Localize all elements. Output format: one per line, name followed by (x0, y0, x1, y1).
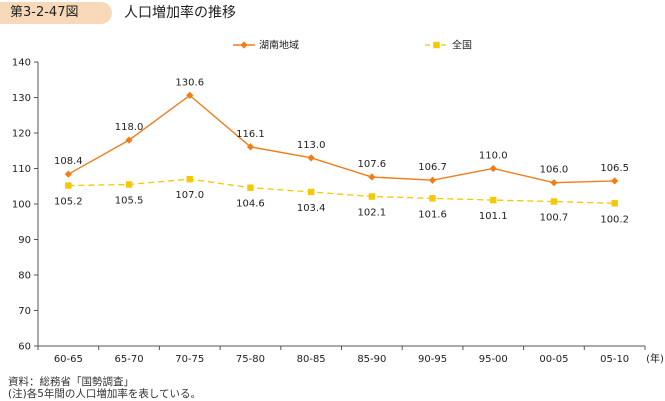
data-label-national: 101.6 (418, 209, 447, 220)
legend-label-konan: 湖南地域 (259, 39, 299, 52)
x-axis-unit: (年) (646, 352, 664, 365)
y-tick-label: 90 (18, 235, 31, 246)
data-label-konan: 116.1 (236, 129, 265, 140)
y-tick-label: 70 (18, 306, 31, 317)
data-point-national (550, 198, 558, 205)
data-label-konan: 107.6 (358, 159, 387, 170)
y-tick-label: 110 (12, 164, 31, 175)
data-label-national: 101.1 (479, 211, 508, 222)
data-label-konan: 106.0 (540, 165, 569, 176)
data-point-national (247, 184, 254, 191)
legend-label-national: 全国 (452, 39, 472, 52)
data-label-konan: 130.6 (175, 77, 204, 88)
data-label-konan: 106.7 (418, 162, 447, 173)
data-point-konan (307, 154, 315, 162)
x-tick-label: 85-90 (357, 354, 386, 365)
data-point-konan (489, 164, 497, 173)
x-tick-label: 90-95 (418, 354, 447, 365)
data-label-konan: 106.5 (600, 163, 629, 174)
series-line-konan (68, 94, 615, 184)
data-point-konan (64, 170, 72, 178)
data-point-konan (428, 176, 437, 184)
data-label-konan: 110.0 (479, 151, 508, 162)
data-point-national (125, 181, 133, 188)
y-tick-label: 80 (18, 271, 31, 282)
data-label-national: 103.4 (297, 203, 326, 214)
data-label-konan: 108.4 (54, 156, 83, 167)
line-chart: 60 70 80 90 100 110 120 130 140 60-65 65-70 70-75 75… (12, 39, 664, 366)
data-point-national (307, 188, 315, 196)
legend-marker-national (433, 41, 440, 49)
data-point-national (186, 175, 193, 183)
x-tick-label: 75-80 (236, 354, 265, 365)
x-tick-label: 65-70 (115, 354, 144, 365)
data-label-national: 102.1 (358, 208, 387, 219)
figure-title: 人口増加率の推移 (124, 5, 236, 21)
data-point-national (368, 193, 376, 200)
y-tick-label: 120 (12, 129, 31, 140)
data-label-konan: 118.0 (115, 122, 144, 133)
data-label-national: 105.2 (54, 197, 83, 208)
x-tick-label: 70-75 (175, 354, 204, 365)
data-label-national: 107.0 (175, 190, 204, 201)
figure-header: 第3-2-47図 人口増加率の推移 (0, 0, 665, 28)
series-line-national (68, 178, 615, 204)
x-tick-label: 80-85 (297, 354, 326, 365)
explanatory-note: (注)各5年間の人口増加率を表している。 (8, 388, 202, 400)
data-point-national (490, 196, 497, 204)
data-label-national: 104.6 (236, 199, 265, 210)
x-tick-label: 00-05 (539, 354, 568, 365)
x-tick-label: 05-10 (600, 354, 629, 365)
data-point-konan (125, 136, 133, 144)
source-note: 資料：総務省「国勢調査」 (8, 376, 134, 388)
data-point-konan (611, 177, 619, 185)
data-point-konan (550, 179, 558, 187)
data-point-national (611, 200, 618, 207)
data-label-konan: 113.0 (297, 140, 326, 151)
y-tick-label: 130 (12, 93, 31, 104)
data-point-national (429, 195, 436, 202)
data-point-national (65, 182, 72, 189)
x-tick-label: 60-65 (54, 354, 83, 365)
figure-number-badge: 第3-2-47図 (0, 2, 112, 24)
data-label-national: 100.7 (540, 213, 569, 224)
y-tick-label: 60 (18, 342, 31, 353)
data-point-konan (368, 173, 376, 181)
x-tick-label: 95-00 (479, 354, 508, 365)
data-point-konan (246, 143, 255, 151)
y-tick-label: 100 (12, 200, 31, 211)
legend-marker-konan (240, 41, 248, 49)
y-tick-label: 140 (12, 58, 31, 69)
data-point-konan (186, 91, 194, 99)
data-label-national: 100.2 (600, 214, 629, 225)
data-label-national: 105.5 (115, 195, 144, 206)
